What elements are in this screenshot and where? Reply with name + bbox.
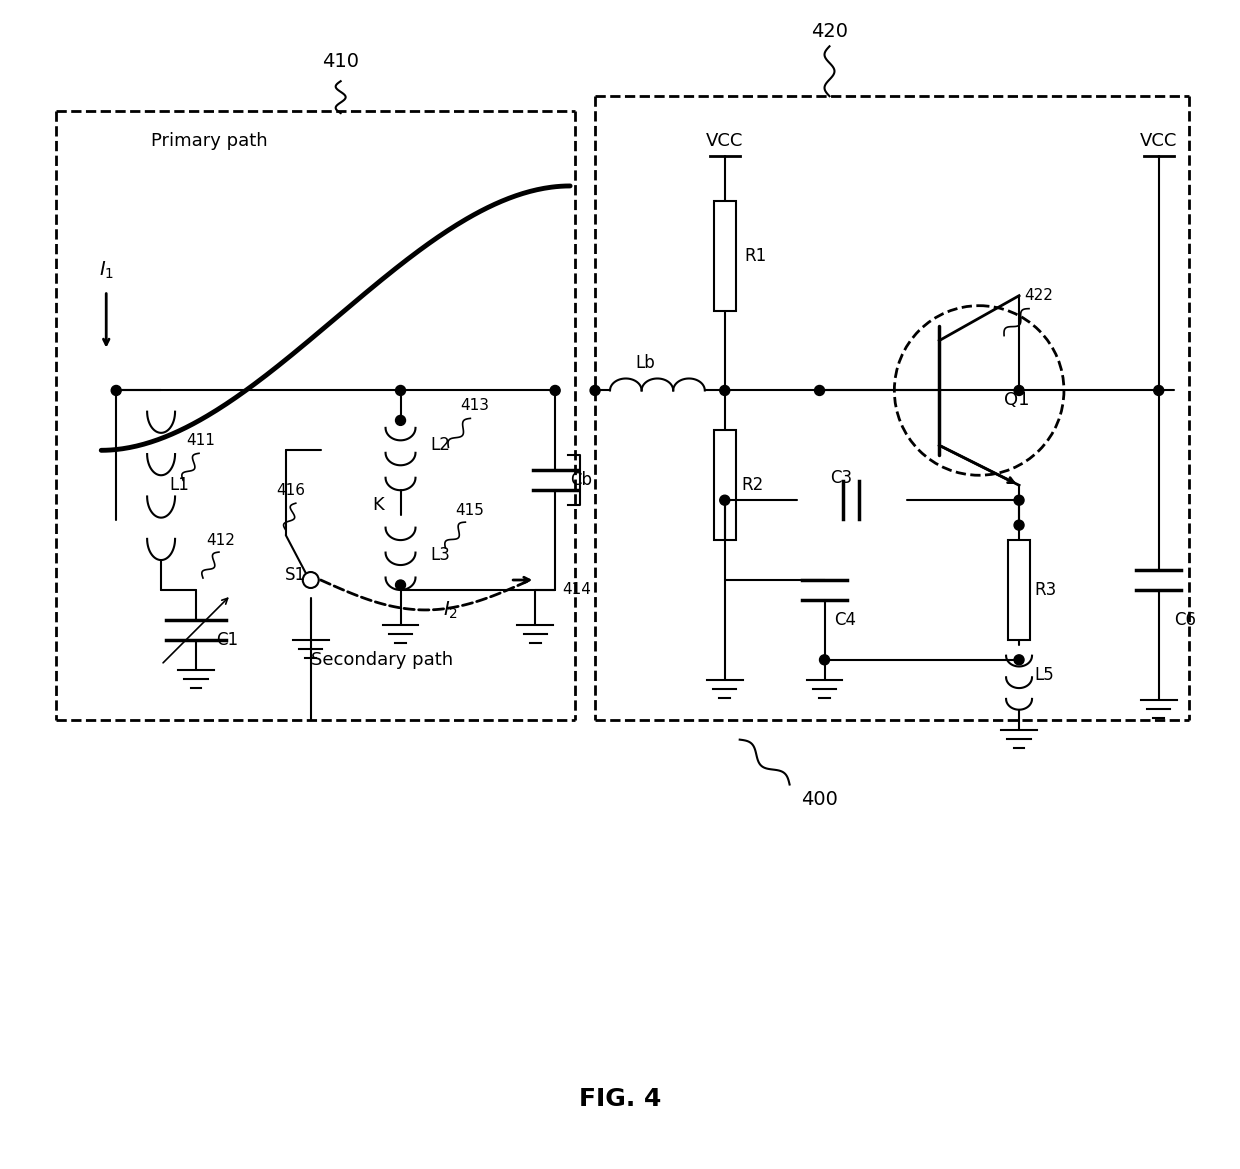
Text: C1: C1 (216, 631, 238, 649)
Text: 416: 416 (277, 483, 305, 498)
Text: Q1: Q1 (1004, 392, 1029, 409)
Text: K: K (373, 496, 384, 514)
Circle shape (551, 386, 560, 395)
Text: S1: S1 (285, 566, 306, 584)
Text: $I_2$: $I_2$ (443, 600, 458, 621)
Bar (714, 201, 735, 311)
Text: VCC: VCC (1140, 132, 1178, 150)
Text: Primary path: Primary path (151, 132, 268, 150)
Circle shape (396, 415, 405, 426)
Text: C3: C3 (831, 469, 853, 487)
Text: Cb: Cb (570, 471, 593, 490)
Text: $I_1$: $I_1$ (99, 260, 114, 282)
Text: L1: L1 (169, 476, 188, 494)
Text: 422: 422 (1024, 289, 1053, 303)
Text: 414: 414 (562, 582, 591, 597)
Text: R1: R1 (745, 247, 768, 265)
Bar (714, 430, 735, 540)
Circle shape (1014, 496, 1024, 505)
Text: L2: L2 (430, 436, 450, 455)
Circle shape (719, 386, 729, 395)
Circle shape (1153, 386, 1163, 395)
Text: C6: C6 (1174, 611, 1195, 629)
Text: FIG. 4: FIG. 4 (579, 1087, 661, 1111)
Circle shape (1014, 386, 1024, 395)
Text: Secondary path: Secondary path (311, 651, 453, 669)
Text: R3: R3 (1034, 581, 1056, 599)
Text: 420: 420 (811, 22, 848, 41)
Text: 412: 412 (206, 533, 234, 547)
Text: 415: 415 (455, 503, 485, 518)
Bar (1008, 540, 1030, 639)
Text: 413: 413 (460, 397, 490, 413)
Text: 411: 411 (186, 433, 215, 448)
Text: 410: 410 (322, 51, 360, 71)
Circle shape (112, 386, 122, 395)
Text: Lb: Lb (635, 353, 655, 372)
Text: 400: 400 (801, 790, 838, 809)
Circle shape (820, 655, 830, 665)
Text: L3: L3 (430, 546, 450, 565)
Text: VCC: VCC (706, 132, 744, 150)
Circle shape (1014, 520, 1024, 530)
Circle shape (719, 496, 729, 505)
Text: L5: L5 (1034, 666, 1054, 684)
Circle shape (396, 580, 405, 590)
Text: R2: R2 (742, 476, 764, 494)
Circle shape (815, 386, 825, 395)
Circle shape (396, 386, 405, 395)
Text: C4: C4 (835, 611, 857, 629)
Circle shape (1014, 655, 1024, 665)
Circle shape (590, 386, 600, 395)
